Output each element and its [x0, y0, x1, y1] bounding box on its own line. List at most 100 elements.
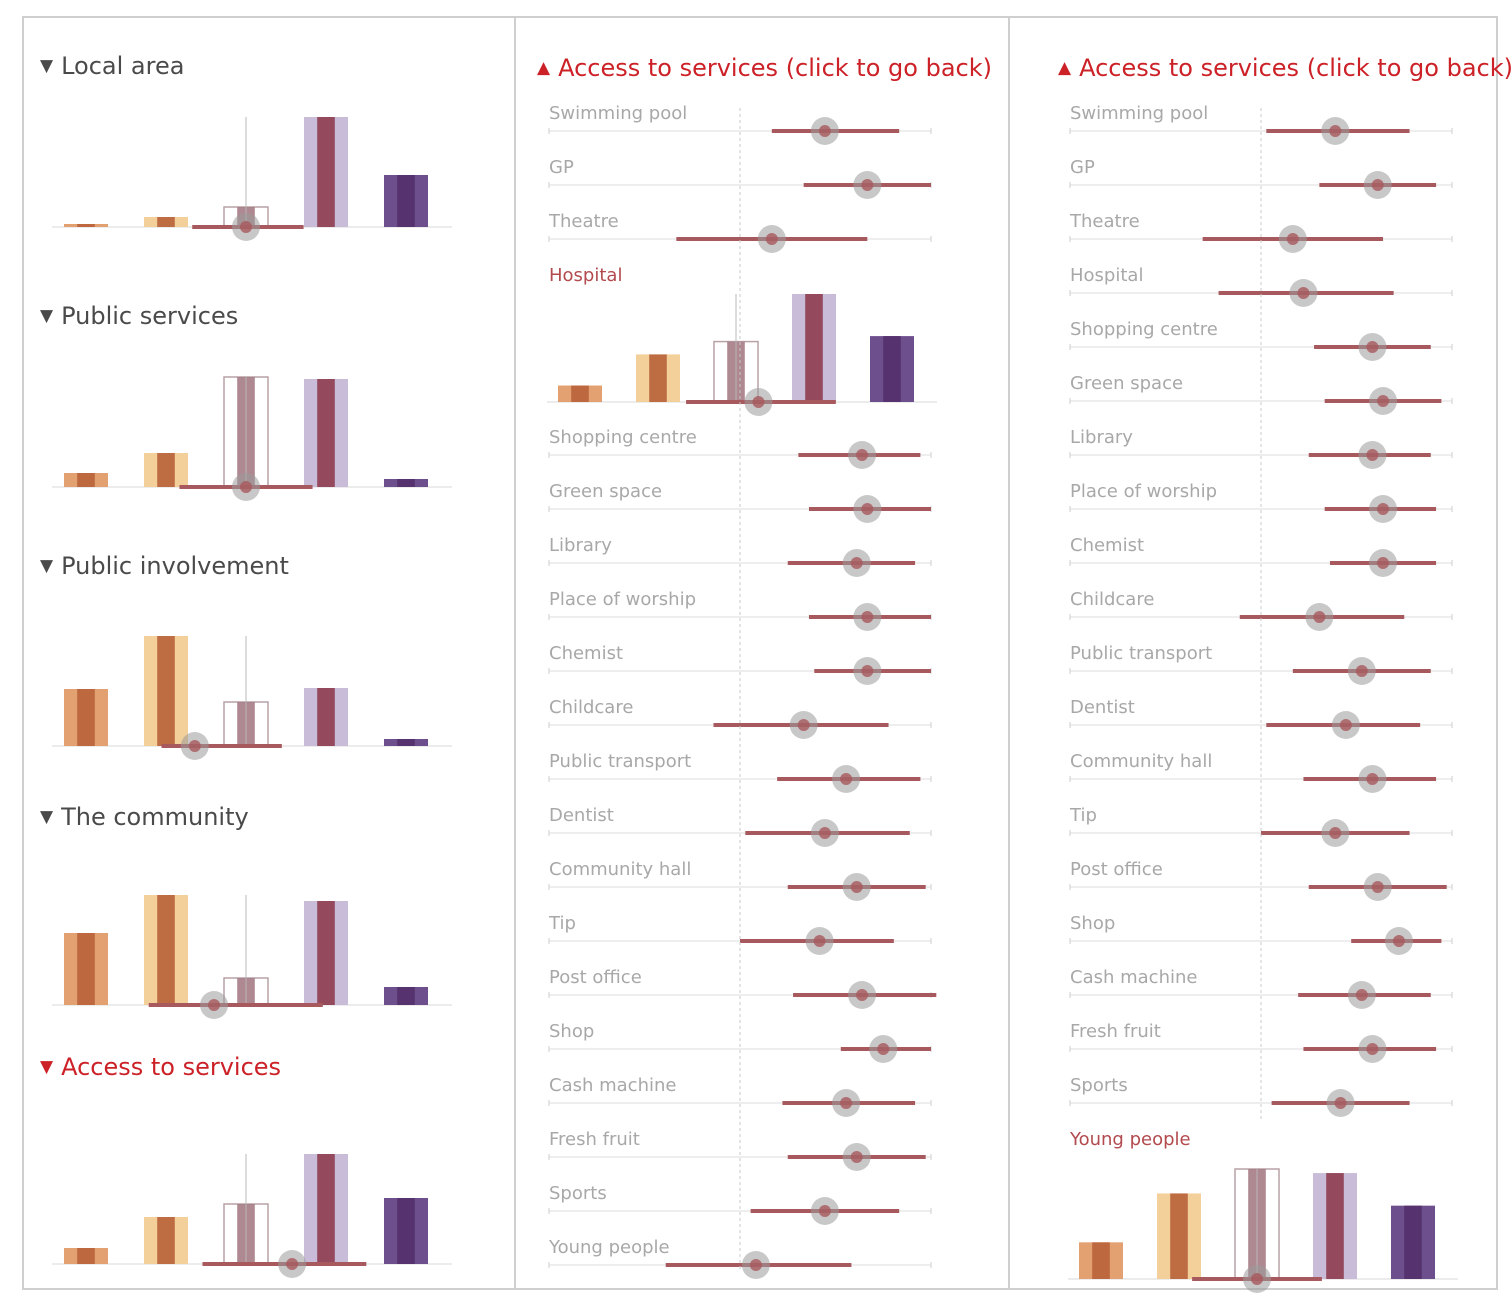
hospital-detail-row-post-office-label[interactable]: Post office	[549, 967, 642, 988]
young-people-detail-row-public-transport-mean-marker	[1355, 665, 1368, 677]
young-people-detail-row-community-hall-label[interactable]: Community hall	[1070, 751, 1213, 772]
panel-title-label: Access to services (click to go back)	[558, 54, 992, 82]
young-people-detail-expanded-mean-marker	[1251, 1273, 1263, 1285]
overview-public-services-bar-1	[64, 473, 108, 487]
overview-the-community-bar-1-inner	[77, 933, 95, 1005]
hospital-detail-row-public-transport-mean-marker	[840, 773, 853, 785]
overview-local-area-bar-1-inner	[77, 224, 95, 227]
young-people-detail-row-dentist-mean-marker	[1339, 719, 1352, 731]
young-people-detail-row-sports-label[interactable]: Sports	[1070, 1075, 1128, 1096]
young-people-detail-row-shopping-centre-mean-marker	[1366, 341, 1379, 353]
hospital-detail-row-childcare-label[interactable]: Childcare	[549, 697, 634, 718]
section-title-public-involvement[interactable]: ▼ Public involvement	[40, 552, 289, 580]
hospital-detail-row-shop-mean-marker	[877, 1043, 890, 1055]
hospital-detail-row-fresh-fruit-mean-marker	[850, 1151, 863, 1163]
triangle-down-icon: ▼	[40, 306, 54, 326]
young-people-detail-expanded-bar-4	[1313, 1173, 1357, 1279]
young-people-detail-row-hospital-label[interactable]: Hospital	[1070, 265, 1144, 286]
hospital-detail-row-tip-mean-marker	[813, 935, 826, 947]
overview-public-services-bar-1-inner	[77, 473, 95, 487]
hospital-detail-row-young-people-label[interactable]: Young people	[549, 1237, 670, 1258]
hospital-detail-row-shopping-centre-mean-marker	[856, 449, 869, 461]
section-title-label: Local area	[61, 52, 185, 80]
young-people-detail-row-theatre-label[interactable]: Theatre	[1070, 211, 1140, 232]
hospital-detail-row-green-space-mean-marker	[861, 503, 874, 515]
young-people-detail-row-young-people-label[interactable]: Young people	[1070, 1129, 1191, 1150]
young-people-detail-row-library-label[interactable]: Library	[1070, 427, 1133, 448]
triangle-down-icon: ▼	[40, 807, 54, 827]
young-people-detail-title[interactable]: ▲ Access to services (click to go back)	[1058, 54, 1511, 82]
overview-local-area-bar-1	[64, 224, 108, 227]
overview-public-services-bar-4-inner	[317, 379, 335, 487]
young-people-detail-row-dentist-label[interactable]: Dentist	[1070, 697, 1135, 718]
hospital-detail-expanded-bar-4-inner	[805, 294, 823, 402]
overview-access-to-services-bar-1-inner	[77, 1248, 95, 1264]
hospital-detail-row-shopping-centre-label[interactable]: Shopping centre	[549, 427, 697, 448]
young-people-detail-row-green-space-label[interactable]: Green space	[1070, 373, 1184, 394]
young-people-detail-row-green-space-mean-marker	[1377, 395, 1390, 407]
young-people-detail-row-community-hall-mean-marker	[1366, 773, 1379, 785]
section-title-the-community[interactable]: ▼ The community	[40, 803, 249, 831]
overview-local-area-bar-4	[304, 117, 348, 227]
hospital-detail-row-chemist-mean-marker	[861, 665, 874, 677]
young-people-detail-row-public-transport-label[interactable]: Public transport	[1070, 643, 1213, 664]
young-people-detail-row-swimming-pool-label[interactable]: Swimming pool	[1070, 103, 1209, 124]
overview-public-involvement-bar-2	[144, 636, 188, 746]
young-people-detail-row-post-office-mean-marker	[1371, 881, 1384, 893]
hospital-detail-expanded-mean-marker	[752, 396, 765, 408]
hospital-detail-row-community-hall-label[interactable]: Community hall	[549, 859, 692, 880]
young-people-detail-row-childcare-label[interactable]: Childcare	[1070, 589, 1155, 610]
hospital-detail-row-fresh-fruit-label[interactable]: Fresh fruit	[549, 1129, 640, 1150]
detail-panel-hospital	[514, 16, 1010, 1290]
young-people-detail-expanded-bar-2	[1157, 1193, 1201, 1279]
young-people-detail-row-gp-mean-marker	[1371, 179, 1384, 191]
hospital-detail-row-place-of-worship-label[interactable]: Place of worship	[549, 589, 696, 610]
young-people-detail-row-place-of-worship-label[interactable]: Place of worship	[1070, 481, 1217, 502]
young-people-detail-expanded-bar-4-inner	[1326, 1173, 1344, 1279]
overview-public-services-mean-marker	[240, 481, 252, 493]
young-people-detail-row-gp-label[interactable]: GP	[1070, 157, 1095, 178]
hospital-detail-row-theatre-mean-marker	[765, 233, 778, 245]
overview-the-community-bar-5	[384, 987, 428, 1005]
hospital-detail-row-swimming-pool-mean-marker	[818, 125, 831, 137]
hospital-detail-row-sports-label[interactable]: Sports	[549, 1183, 607, 1204]
hospital-detail-row-chemist-label[interactable]: Chemist	[549, 643, 624, 664]
young-people-detail-row-shopping-centre-label[interactable]: Shopping centre	[1070, 319, 1218, 340]
young-people-detail-row-post-office-label[interactable]: Post office	[1070, 859, 1163, 880]
overview-public-involvement-mean-marker	[188, 740, 201, 752]
young-people-detail-expanded-bar-2-inner	[1170, 1193, 1188, 1279]
young-people-detail-row-tip-label[interactable]: Tip	[1070, 805, 1097, 826]
hospital-detail-row-green-space-label[interactable]: Green space	[549, 481, 663, 502]
hospital-detail-row-cash-machine-label[interactable]: Cash machine	[549, 1075, 677, 1096]
section-title-access-to-services[interactable]: ▼ Access to services	[40, 1053, 281, 1081]
hospital-detail-row-sports-mean-marker	[818, 1205, 831, 1217]
section-title-local-area[interactable]: ▼ Local area	[40, 52, 184, 80]
young-people-detail-row-chemist-label[interactable]: Chemist	[1070, 535, 1145, 556]
hospital-detail-row-gp-label[interactable]: GP	[549, 157, 574, 178]
hospital-detail-title[interactable]: ▲ Access to services (click to go back)	[537, 54, 992, 82]
young-people-detail-row-shop-mean-marker	[1392, 935, 1405, 947]
hospital-detail-row-hospital-label[interactable]: Hospital	[549, 265, 623, 286]
hospital-detail-row-theatre-label[interactable]: Theatre	[549, 211, 619, 232]
hospital-detail-row-swimming-pool-label[interactable]: Swimming pool	[549, 103, 688, 124]
young-people-detail-row-shop-label[interactable]: Shop	[1070, 913, 1116, 934]
hospital-detail-row-dentist-label[interactable]: Dentist	[549, 805, 614, 826]
hospital-detail-row-public-transport-label[interactable]: Public transport	[549, 751, 692, 772]
overview-access-to-services-bar-1	[64, 1248, 108, 1264]
section-title-public-services[interactable]: ▼ Public services	[40, 302, 238, 330]
overview-public-services-bar-2-inner	[157, 453, 175, 487]
overview-public-involvement-bar-4-inner	[317, 688, 335, 746]
young-people-detail-expanded-bar-1	[1079, 1242, 1123, 1279]
young-people-detail-row-hospital-mean-marker	[1297, 287, 1310, 299]
young-people-detail-expanded-bar-5-inner	[1404, 1205, 1422, 1279]
young-people-detail-row-fresh-fruit-label[interactable]: Fresh fruit	[1070, 1021, 1161, 1042]
panel-title-label: Access to services (click to go back)	[1079, 54, 1511, 82]
hospital-detail-row-library-label[interactable]: Library	[549, 535, 612, 556]
overview-public-involvement-bar-5-inner	[397, 739, 415, 746]
hospital-detail-row-tip-label[interactable]: Tip	[549, 913, 576, 934]
section-title-label: Public involvement	[61, 552, 289, 580]
hospital-detail-row-cash-machine-mean-marker	[840, 1097, 853, 1109]
young-people-detail-row-cash-machine-label[interactable]: Cash machine	[1070, 967, 1198, 988]
hospital-detail-row-shop-label[interactable]: Shop	[549, 1021, 595, 1042]
